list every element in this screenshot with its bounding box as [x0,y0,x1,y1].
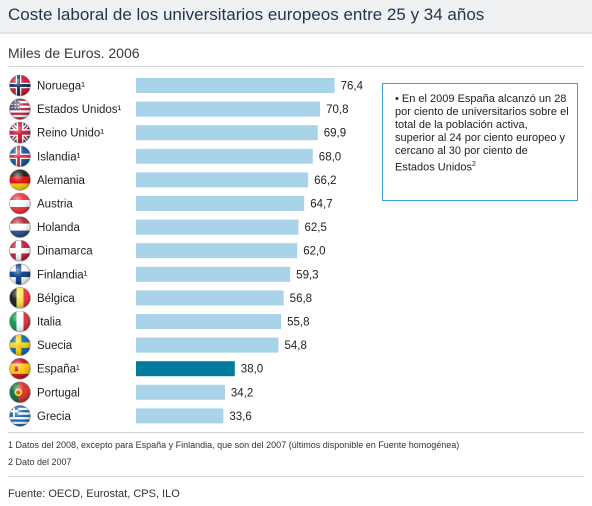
bar [136,337,279,353]
flag-denmark-icon [9,239,31,262]
category-label: Noruega¹ [37,81,85,93]
bar [136,314,282,329]
flag-usa-icon [9,98,31,120]
flag-austria-icon [9,192,31,215]
category-label: Finlandia¹ [37,269,88,281]
footnote-2: 2 Dato del 2007 [8,457,72,467]
flag-belgium-icon [9,287,31,309]
category-label: Islandia¹ [37,151,81,163]
flag-finland-icon [9,263,31,286]
bar [136,78,335,93]
category-label: Holanda [37,222,80,234]
bar [136,243,298,259]
category-label: Alemania [37,175,86,187]
title-bar [0,0,592,32]
flag-greece-icon [9,405,31,427]
subtitle-rule [8,66,584,67]
category-label: Italia [37,317,62,329]
value-label: 69,9 [324,128,346,140]
bar [136,125,318,141]
value-label: 76,4 [341,81,364,93]
note-superscript: 2 [472,161,476,168]
bar-chart: Noruega¹ 76,4 Estados Unidos¹ 70,8 Reino Uni… [9,74,364,427]
chart-title: Coste laboral de los universitarios euro… [8,5,485,24]
bar [136,172,309,188]
category-label: Estados Unidos¹ [37,104,122,116]
bar [136,101,321,117]
value-label: 70,8 [326,104,348,116]
bar [136,148,313,164]
flag-sweden-icon [9,334,31,356]
category-label: Grecia [37,411,71,423]
value-label: 66,2 [314,175,336,187]
value-label: 33,6 [229,411,251,423]
category-label: Bélgica [37,293,75,305]
bar [136,290,284,306]
value-label: 54,8 [284,340,306,352]
bar [136,384,225,400]
flag-uk-icon [9,121,31,144]
flag-germany-icon [9,169,31,191]
flag-norway-icon [9,74,31,97]
value-label: 64,7 [310,199,332,211]
flag-netherlands-icon [9,216,31,238]
flag-portugal-icon [9,381,31,404]
footnote-1: 1 Datos del 2008, excepto para España y … [8,440,460,450]
note-box: • En el 2009 España alcanzó un 28 por ci… [382,83,578,201]
chart-subtitle: Miles de Euros. 2006 [8,45,140,61]
value-label: 34,2 [231,387,253,399]
value-label: 68,0 [319,151,341,163]
value-label: 56,8 [290,293,312,305]
flag-spain-icon [9,357,31,380]
category-label: Dinamarca [37,246,93,258]
category-label: Suecia [37,340,73,352]
bar [136,219,299,235]
category-label: Reino Unido¹ [37,128,104,140]
bar [136,408,224,424]
category-label: Austria [37,199,73,211]
bar [136,196,305,211]
category-label: España¹ [37,364,80,376]
value-label: 62,5 [305,222,327,234]
bar [136,361,235,377]
category-label: Portugal [37,387,80,399]
source-rule [8,476,584,477]
value-label: 59,3 [296,269,318,281]
note-text: • En el 2009 España alcanzó un 28 por ci… [395,93,569,174]
source-text: Fuente: OECD, Eurostat, CPS, ILO [8,488,180,500]
bar [136,266,291,282]
footnote-rule [8,432,584,433]
value-label: 62,0 [303,246,325,258]
flag-italy-icon [9,310,31,333]
flag-iceland-icon [9,145,31,168]
title-rule [0,32,592,34]
value-label: 55,8 [287,317,309,329]
value-label: 38,0 [241,364,263,376]
